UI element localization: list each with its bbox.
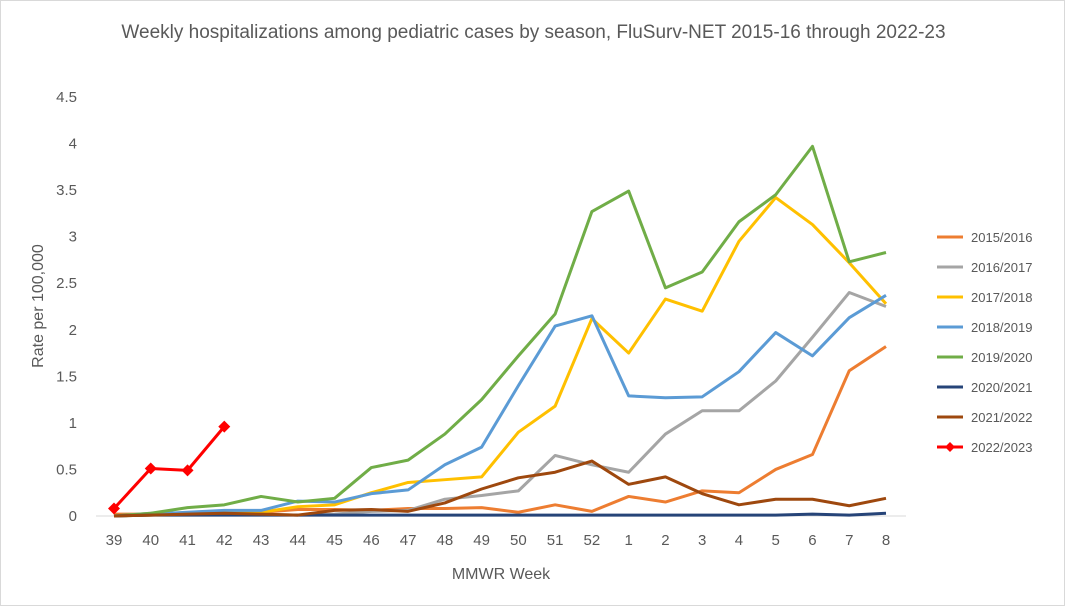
legend-label: 2016/2017 — [971, 260, 1032, 275]
x-tick-label: 42 — [216, 532, 233, 549]
x-tick-label: 41 — [179, 532, 196, 549]
x-tick-label: 4 — [735, 532, 743, 549]
legend-label: 2021/2022 — [971, 410, 1032, 425]
x-tick-label: 1 — [624, 532, 632, 549]
x-axis-title: MMWR Week — [452, 566, 551, 583]
series-line-2021-2022 — [113, 459, 887, 518]
x-tick-label: 43 — [253, 532, 270, 549]
x-tick-label: 2 — [661, 532, 669, 549]
y-tick-label: 4 — [69, 136, 77, 153]
x-tick-label: 46 — [363, 532, 380, 549]
legend-label: 2019/2020 — [971, 350, 1032, 365]
y-tick-label: 2.5 — [56, 275, 77, 292]
y-tick-label: 0 — [69, 508, 77, 525]
data-point-marker — [181, 464, 194, 477]
legend-label: 2015/2016 — [971, 230, 1032, 245]
y-tick-label: 1 — [69, 415, 77, 432]
data-point-marker — [144, 462, 157, 475]
chart-title: Weekly hospitalizations among pediatric … — [121, 22, 946, 43]
legend-label: 2018/2019 — [971, 320, 1032, 335]
x-tick-label: 5 — [772, 532, 780, 549]
data-point-marker — [108, 502, 120, 515]
y-tick-label: 3.5 — [56, 182, 77, 199]
x-tick-label: 51 — [547, 532, 564, 549]
x-tick-label: 45 — [326, 532, 343, 549]
x-tick-label: 52 — [584, 532, 601, 549]
series-line-2022-2023 — [112, 425, 226, 510]
x-tick-label: 49 — [473, 532, 490, 549]
series-line-2015-2016 — [114, 345, 887, 516]
y-tick-label: 1.5 — [56, 368, 77, 385]
x-tick-label: 44 — [289, 532, 306, 549]
y-tick-label: 2 — [69, 322, 77, 339]
series-line-2017-2018 — [113, 196, 888, 518]
series-line-2018-2019 — [113, 294, 887, 518]
y-tick-label: 3 — [69, 229, 77, 246]
x-tick-label: 8 — [882, 532, 890, 549]
y-axis-title: Rate per 100,000 — [30, 244, 47, 368]
legend-label: 2020/2021 — [971, 380, 1032, 395]
legend-label: 2017/2018 — [971, 290, 1032, 305]
x-tick-label: 47 — [400, 532, 417, 549]
x-tick-label: 6 — [808, 532, 816, 549]
legend-marker — [945, 442, 955, 452]
y-tick-label: 4.5 — [56, 89, 77, 106]
x-tick-label: 7 — [845, 532, 853, 549]
y-tick-label: 0.5 — [56, 461, 77, 478]
x-tick-label: 3 — [698, 532, 706, 549]
series-line-2019-2020 — [113, 144, 887, 518]
data-point-marker — [218, 420, 231, 433]
x-tick-label: 50 — [510, 532, 527, 549]
x-tick-label: 40 — [142, 532, 159, 549]
x-tick-label: 39 — [106, 532, 123, 549]
x-tick-label: 48 — [437, 532, 454, 549]
legend-label: 2022/2023 — [971, 440, 1032, 455]
